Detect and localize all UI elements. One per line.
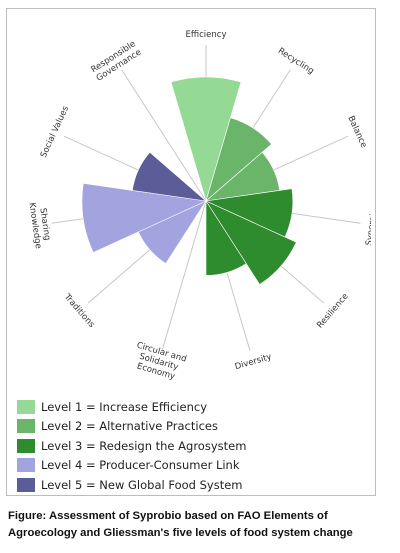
wedge-diversity: [205, 199, 247, 276]
polar-area-chart: Efficiency Recycling Balance Synergies Resil…: [26, 30, 371, 384]
category-label: Social Values: [39, 104, 71, 159]
legend-equals: =: [82, 458, 100, 473]
legend-level: Level 1: [41, 399, 83, 414]
legend: Level 1 = Increase Efficiency Level 2 = …: [17, 397, 246, 495]
category-label-line: Balance: [345, 115, 368, 150]
legend-label: New Global Food System: [99, 477, 243, 492]
legend-level: Level 5: [41, 477, 83, 492]
caption-line-1: Figure: Assessment of Syprobio based on …: [8, 510, 328, 522]
legend-level: Level 2: [41, 419, 83, 434]
spoke-line: [121, 69, 207, 202]
legend-swatch: [17, 419, 35, 434]
category-label-line: Recycling: [276, 46, 316, 76]
figure-frame: Efficiency Recycling Balance Synergies Resil…: [6, 8, 376, 496]
legend-label: Producer-Consumer Link: [99, 458, 240, 473]
category-label: ResponsibleGovernance: [89, 39, 143, 84]
legend-level: Level 3: [41, 438, 83, 453]
category-label-line: Diversity: [234, 352, 273, 372]
wedge-recycling: [205, 117, 273, 202]
legend-item-level-1: Level 1 = Increase Efficiency: [17, 397, 246, 417]
wedge-resilience: [205, 200, 297, 285]
legend-label: Alternative Practices: [99, 419, 218, 434]
caption-line-2: Agroecology and Gliessman's five levels …: [8, 527, 353, 539]
category-label: Efficiency: [186, 30, 227, 40]
wedge-social-values: [132, 151, 207, 202]
legend-equals: =: [82, 399, 100, 414]
category-label: Resilience: [315, 292, 351, 331]
legend-equals: =: [82, 438, 100, 453]
figure-caption: Figure: Assessment of Syprobio based on …: [8, 508, 398, 542]
category-label: SharingKnowledge: [26, 200, 52, 249]
spoke-line: [161, 200, 207, 351]
category-label-line: Sharing: [37, 207, 52, 241]
legend-swatch: [17, 458, 35, 473]
legend-item-level-4: Level 4 = Producer-Consumer Link: [17, 456, 246, 476]
legend-level: Level 4: [41, 458, 83, 473]
wedge-sharing-knowledge: [81, 183, 208, 253]
legend-item-level-5: Level 5 = New Global Food System: [17, 475, 246, 495]
category-label-line: Synergies: [364, 203, 371, 246]
legend-label: Redesign the Agrosystem: [99, 438, 247, 453]
category-label-line: Resilience: [315, 292, 351, 331]
legend-label: Increase Efficiency: [99, 399, 207, 414]
legend-swatch: [17, 438, 35, 453]
category-label-line: Traditions: [61, 291, 97, 330]
legend-item-level-2: Level 2 = Alternative Practices: [17, 417, 246, 437]
wedges: [81, 76, 297, 285]
category-label-line: Efficiency: [186, 30, 227, 40]
category-label: Traditions: [61, 291, 97, 330]
category-label: Synergies: [364, 203, 371, 246]
category-label-line: Social Values: [39, 104, 71, 159]
category-label: Balance: [345, 115, 368, 150]
legend-equals: =: [82, 419, 100, 434]
legend-swatch: [17, 399, 35, 414]
legend-equals: =: [82, 477, 100, 492]
category-label: Circular andSolidarityEconomy: [130, 341, 188, 384]
category-label: Recycling: [276, 46, 316, 76]
legend-swatch: [17, 477, 35, 492]
category-label: Diversity: [234, 352, 273, 372]
wedge-efficiency: [170, 76, 242, 203]
legend-item-level-3: Level 3 = Redesign the Agrosystem: [17, 436, 246, 456]
